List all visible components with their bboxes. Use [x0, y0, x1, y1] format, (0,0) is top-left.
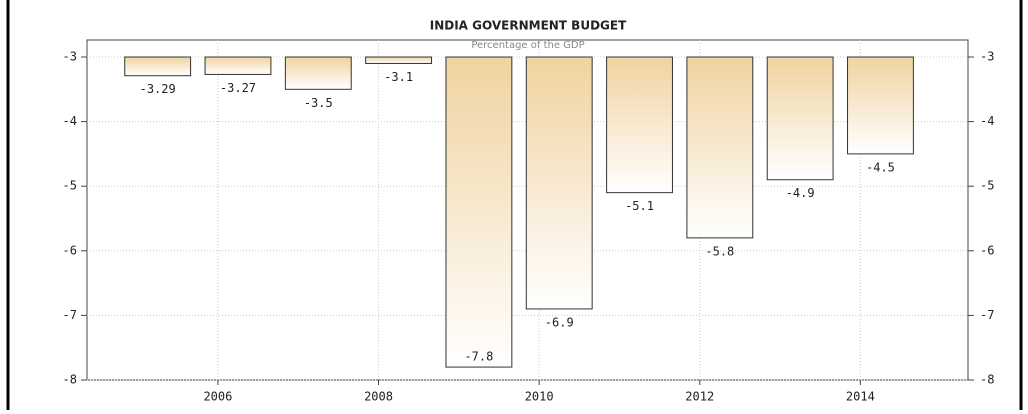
bar [766, 56, 834, 181]
bar [204, 56, 272, 75]
y2-tick-label: -5 [980, 179, 994, 193]
bar [124, 56, 192, 77]
y-tick-label: -5 [63, 179, 77, 193]
bar [445, 56, 513, 368]
value-label: -6.9 [545, 315, 574, 329]
y2-tick-label: -8 [980, 373, 994, 387]
y-tick-label: -6 [63, 243, 77, 257]
chart-subtitle: Percentage of the GDP [471, 40, 584, 51]
y-tick-label: -8 [63, 373, 77, 387]
x-tick-label: 2012 [685, 390, 714, 404]
x-tick-label: 2008 [364, 390, 393, 404]
value-label: -4.9 [786, 186, 815, 200]
x-tick-label: 2010 [525, 390, 554, 404]
value-label: -5.1 [625, 199, 654, 213]
value-label: -3.1 [384, 70, 413, 84]
y-tick-label: -4 [63, 114, 77, 128]
chart-title: INDIA GOVERNMENT BUDGET [430, 19, 627, 33]
value-label: -7.8 [464, 350, 493, 364]
bar [525, 56, 593, 310]
x-tick-label: 2014 [846, 390, 875, 404]
y-tick-label: -3 [63, 50, 77, 64]
value-label: -4.5 [866, 160, 895, 174]
y2-tick-label: -4 [980, 114, 994, 128]
bar [365, 56, 433, 64]
y2-tick-label: -7 [980, 308, 994, 322]
value-label: -3.27 [220, 81, 256, 95]
x-tick-label: 2006 [203, 390, 232, 404]
bar [606, 56, 673, 194]
bar [847, 56, 914, 155]
value-label: -3.29 [140, 82, 176, 96]
y2-tick-label: -6 [980, 243, 994, 257]
y-tick-label: -7 [63, 308, 77, 322]
value-label: -3.5 [304, 96, 333, 110]
bar [686, 56, 754, 239]
value-label: -5.8 [705, 244, 734, 258]
plot-frame [86, 39, 969, 381]
y2-tick-label: -3 [980, 50, 994, 64]
bar [284, 56, 352, 90]
